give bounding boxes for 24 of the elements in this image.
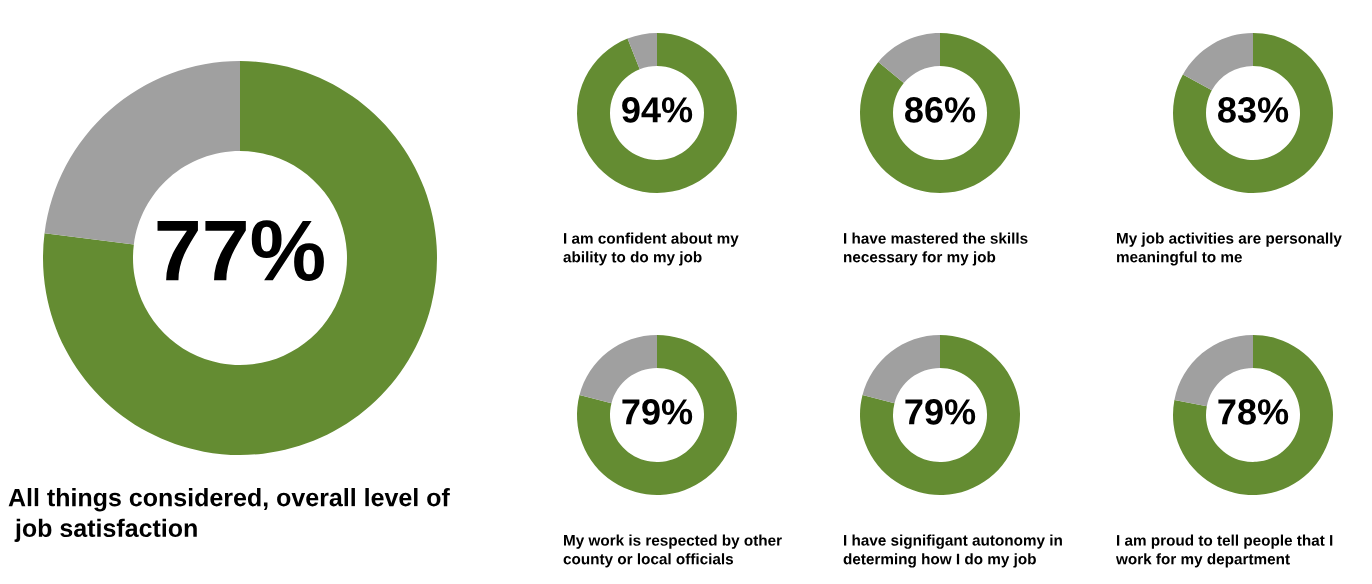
donut-slice <box>860 335 1020 495</box>
donut-slice <box>1173 335 1333 495</box>
data-label: 79% <box>622 399 693 425</box>
text: I am confident about my ability to do my job <box>563 232 739 266</box>
donut-slice <box>43 61 437 455</box>
donut-slice <box>860 33 1020 193</box>
text: I have signifigant autonomy in determing how I do my job <box>843 534 1062 568</box>
text: All things considered, overall level of job satisfaction <box>8 488 450 542</box>
data-label: 94% <box>622 97 693 123</box>
data-label: 79% <box>905 399 976 425</box>
donut-slice <box>878 33 940 84</box>
text: I am proud to tell people that I work for my department <box>1115 534 1333 568</box>
donut-slice <box>577 33 737 193</box>
data-label: 77% <box>157 220 324 281</box>
data-label: 78% <box>1218 399 1289 425</box>
data-label: 83% <box>1218 97 1289 123</box>
donut-slice <box>1182 33 1253 91</box>
data-label: 86% <box>905 97 976 123</box>
donut-slice <box>627 33 657 70</box>
donut-slice <box>577 335 737 495</box>
text: I have mastered the skills necessary for my job <box>844 232 1028 266</box>
text: My job activities are personally meaningful to me <box>1117 232 1342 266</box>
donut-slice <box>1173 33 1333 193</box>
text: My work is respected by other county or local officials <box>563 534 782 568</box>
